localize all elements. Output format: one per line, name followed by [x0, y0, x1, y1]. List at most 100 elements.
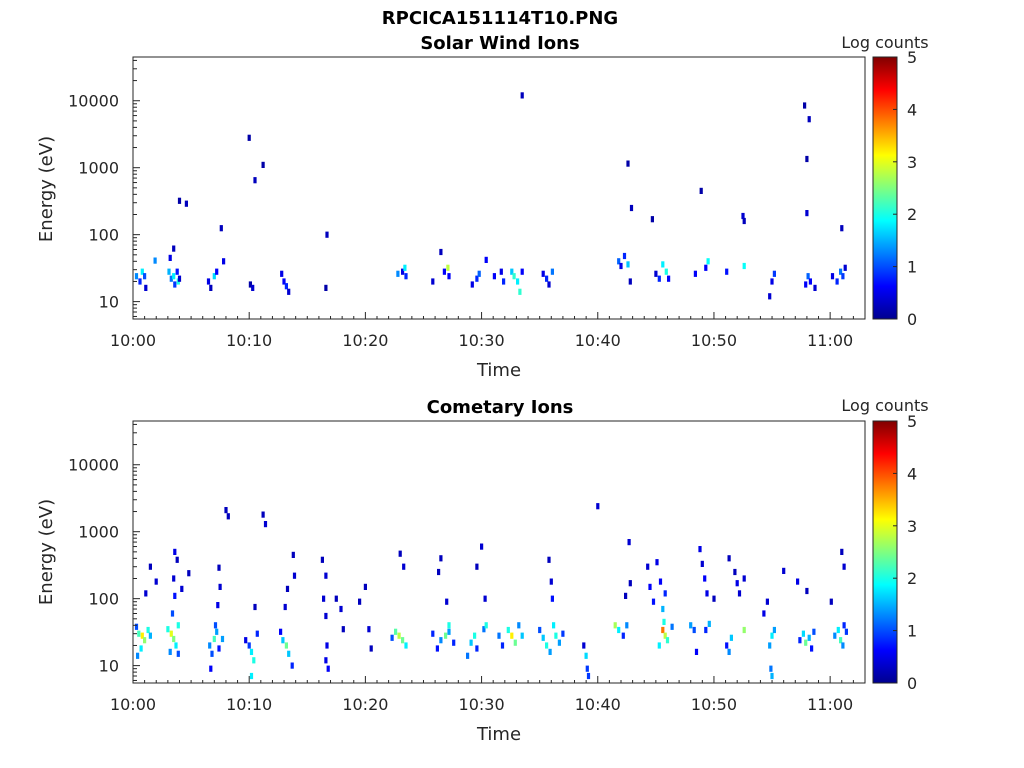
y-tick-label: 100	[88, 226, 119, 245]
heatmap-cell	[402, 563, 406, 570]
heatmap-cell	[549, 578, 553, 585]
heatmap-cell	[557, 639, 561, 646]
heatmap-cell	[626, 160, 630, 167]
heatmap-cell	[500, 642, 505, 649]
panel-title-solar-wind: Solar Wind Ions	[420, 33, 579, 54]
heatmap-cell	[772, 626, 776, 634]
heatmap-cell	[841, 273, 845, 280]
heatmap-cell	[725, 642, 729, 649]
heatmap-cell	[617, 626, 621, 634]
heatmap-cell	[282, 278, 286, 285]
heatmap-cell	[812, 628, 816, 635]
heatmap-cell	[712, 595, 716, 602]
heatmap-cell	[172, 273, 176, 280]
heatmap-cell	[219, 225, 223, 232]
heatmap-cell	[517, 622, 521, 629]
heatmap-cell	[144, 284, 148, 291]
heatmap-cell	[839, 637, 843, 644]
heatmap-cell	[212, 635, 216, 643]
heatmap-cell	[513, 639, 517, 646]
heatmap-cell	[585, 665, 589, 672]
heatmap-cell	[769, 665, 773, 672]
heatmap-cell	[510, 632, 514, 639]
heatmap-cell	[840, 225, 844, 232]
heatmap-cell	[176, 622, 180, 629]
heatmap-cell	[475, 275, 479, 282]
heatmap-cell	[698, 546, 702, 553]
heatmap-cell	[261, 511, 265, 518]
heatmap-cell	[833, 632, 837, 639]
heatmap-cell	[390, 634, 394, 641]
heatmap-cell	[287, 650, 291, 657]
heatmap-cell	[251, 284, 255, 291]
colorbar-tick-label: 3	[907, 153, 917, 172]
heatmap-cell	[768, 293, 772, 300]
heatmap-cell	[168, 254, 172, 261]
heatmap-cell	[404, 642, 408, 649]
heatmap-cell	[187, 570, 191, 577]
heatmap-cell	[627, 539, 631, 546]
x-axis-solar-wind: 10:00 10:10 10:20 10:30 10:40 10:50 11:00	[110, 312, 866, 350]
colorbar-label-solar-wind: Log counts	[841, 33, 928, 52]
colorbar-cometary	[872, 420, 898, 684]
heatmap-cell	[617, 258, 621, 265]
heatmap-cell	[492, 273, 496, 280]
heatmap-cell	[280, 270, 284, 277]
heatmap-cell	[664, 268, 668, 275]
heatmap-cell	[663, 632, 667, 639]
heatmap-cell	[835, 278, 839, 285]
heatmap-cell	[180, 585, 184, 592]
panel-cometary: Cometary Ions Energy (eV) Time Log count…	[36, 396, 929, 745]
heatmap-cell	[358, 598, 362, 605]
heatmap-cell	[326, 665, 330, 672]
heatmap-cell	[798, 637, 802, 644]
heatmap-cell	[281, 637, 285, 644]
heatmap-cell	[484, 256, 488, 263]
heatmap-cell	[648, 583, 652, 590]
heatmap-cell	[466, 652, 470, 659]
heatmap-cell	[248, 281, 252, 288]
heatmap-cell	[657, 275, 661, 282]
heatmap-cell	[704, 626, 708, 634]
y-tick-label: 10	[99, 293, 119, 312]
heatmap-cells-cometary	[134, 503, 848, 680]
x-tick-label: 11:00	[807, 331, 853, 350]
heatmap-cell	[469, 639, 473, 646]
x-tick-label: 11:00	[807, 695, 853, 714]
heatmap-cell	[806, 273, 810, 280]
heatmap-cell	[175, 556, 179, 563]
heatmap-cell	[401, 268, 405, 275]
heatmap-cell	[670, 623, 674, 630]
heatmap-cell	[447, 622, 451, 629]
colorbar-tick-label: 5	[907, 412, 917, 431]
heatmap-cell	[663, 590, 667, 597]
colorbar-tick-label: 0	[907, 310, 917, 329]
heatmap-cell	[398, 550, 402, 557]
heatmap-cell	[628, 278, 632, 285]
heatmap-cell	[621, 632, 625, 639]
heatmap-cell	[176, 650, 180, 657]
x-axis-label-solar-wind: Time	[476, 360, 521, 381]
heatmap-cell	[283, 603, 287, 611]
colorbar-tick-label: 2	[907, 205, 917, 224]
heatmap-cell	[290, 662, 294, 669]
x-tick-label: 10:20	[342, 695, 388, 714]
heatmap-cell	[447, 273, 451, 280]
heatmap-cell	[134, 273, 139, 280]
heatmap-cell	[435, 645, 439, 652]
heatmap-cell	[247, 134, 251, 141]
colorbar-tick-label: 5	[907, 48, 917, 67]
heatmap-cell	[725, 268, 729, 275]
heatmap-cell	[839, 268, 843, 275]
heatmap-cell	[140, 268, 144, 275]
heatmap-cell	[582, 642, 586, 649]
heatmap-cell	[596, 503, 600, 510]
panel-solar-wind: Solar Wind Ions Energy (eV) Time Log cou…	[36, 33, 929, 381]
heatmap-cell	[742, 626, 746, 634]
heatmap-cell	[619, 262, 623, 270]
heatmap-cell	[554, 632, 558, 639]
heatmap-cell	[148, 632, 152, 639]
heatmap-cell	[222, 258, 226, 265]
heatmap-cell	[541, 270, 545, 277]
heatmap-cell	[217, 564, 221, 571]
